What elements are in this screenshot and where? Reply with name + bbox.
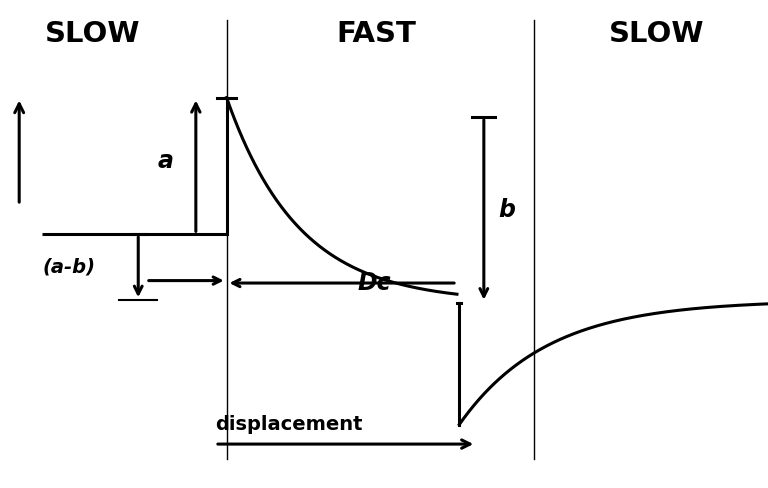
- Text: a: a: [157, 149, 173, 173]
- Text: displacement: displacement: [215, 415, 362, 434]
- Text: SLOW: SLOW: [45, 20, 140, 48]
- Text: FAST: FAST: [336, 20, 416, 48]
- Text: (a-b): (a-b): [43, 258, 96, 277]
- Text: b: b: [498, 198, 515, 222]
- Text: SLOW: SLOW: [609, 20, 704, 48]
- Text: Dc: Dc: [357, 270, 391, 295]
